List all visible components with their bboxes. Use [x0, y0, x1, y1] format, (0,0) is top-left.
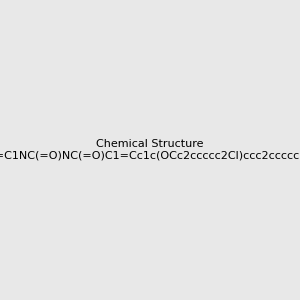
Text: Chemical Structure
O=C1NC(=O)NC(=O)C1=Cc1c(OCc2ccccc2Cl)ccc2ccccc12: Chemical Structure O=C1NC(=O)NC(=O)C1=Cc… — [0, 139, 300, 161]
